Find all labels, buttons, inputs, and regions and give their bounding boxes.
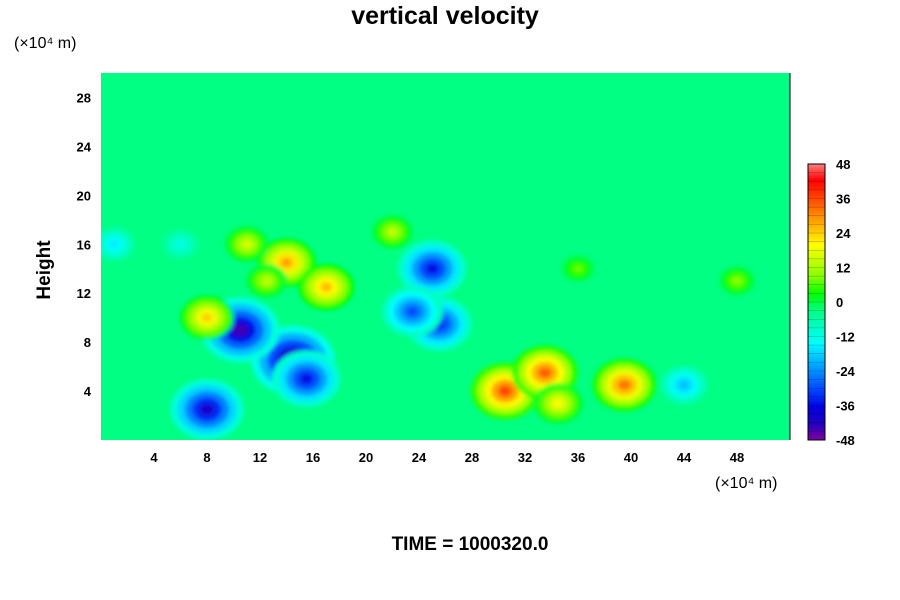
y-tick-label: 24 — [77, 139, 92, 154]
x-tick-label: 36 — [571, 450, 585, 465]
colorbar-tick-label: -48 — [836, 433, 855, 448]
x-tick-label: 44 — [677, 450, 692, 465]
x-tick-label: 40 — [624, 450, 638, 465]
velocity-cell — [262, 277, 271, 285]
x-tick-label: 4 — [150, 450, 158, 465]
colorbar: 48 36 24 12 0 -12 -24 -36 -48 — [807, 157, 856, 448]
velocity-cell — [299, 373, 314, 385]
velocity-cell — [201, 313, 213, 323]
colorbar-tick-label: 0 — [836, 295, 843, 310]
plot-area — [101, 73, 790, 440]
x-axis-ticks: 4 8 12 16 20 24 28 32 36 40 44 48 — [150, 450, 744, 465]
y-tick-label: 4 — [84, 384, 92, 399]
velocity-cell — [280, 257, 293, 268]
velocity-cell — [199, 403, 215, 416]
colorbar-level-lines — [808, 172, 825, 432]
velocity-cell — [618, 379, 631, 391]
colorbar-tick-label: 36 — [836, 192, 850, 207]
y-axis-ticks: 4 8 12 16 20 24 28 — [77, 90, 92, 399]
y-tick-label: 8 — [84, 335, 91, 350]
velocity-cell — [109, 240, 119, 248]
colorbar-tick-label: -24 — [836, 364, 856, 379]
velocity-cell — [320, 282, 332, 292]
x-unit-label: (×10⁴ m) — [715, 475, 777, 492]
colorbar-tick-label: 24 — [836, 226, 851, 241]
y-tick-label: 16 — [77, 237, 91, 252]
y-axis-label: Height — [34, 240, 55, 300]
x-tick-label: 48 — [730, 450, 744, 465]
chart-title: vertical velocity — [351, 2, 539, 30]
colorbar-ticks: 48 36 24 12 0 -12 -24 -36 -48 — [836, 157, 856, 448]
velocity-cell — [388, 228, 397, 236]
x-tick-label: 28 — [465, 450, 479, 465]
time-annotation: TIME = 1000320.0 — [392, 534, 549, 555]
velocity-cell — [406, 306, 419, 317]
velocity-cell — [425, 263, 440, 275]
velocity-cell — [679, 380, 689, 389]
velocity-cell — [538, 367, 552, 379]
x-tick-label: 8 — [203, 450, 210, 465]
colorbar-scale — [807, 163, 826, 441]
colorbar-tick-label: -12 — [836, 330, 855, 345]
velocity-cell — [574, 265, 582, 272]
velocity-cell — [733, 278, 741, 284]
colorbar-tick-label: -36 — [836, 399, 855, 414]
velocity-field — [101, 215, 755, 440]
y-tick-label: 12 — [77, 286, 91, 301]
colorbar-tick-label: 12 — [836, 261, 850, 276]
colorbar-tick-label: 48 — [836, 157, 850, 172]
x-tick-label: 20 — [359, 450, 373, 465]
velocity-cell — [498, 385, 512, 397]
x-tick-label: 24 — [412, 450, 427, 465]
x-tick-label: 16 — [306, 450, 320, 465]
x-tick-label: 12 — [253, 450, 267, 465]
velocity-cell — [232, 323, 248, 337]
velocity-cell — [242, 240, 252, 248]
y-tick-label: 20 — [77, 188, 91, 203]
x-tick-label: 32 — [518, 450, 532, 465]
velocity-cell — [176, 241, 185, 248]
y-tick-label: 28 — [77, 90, 91, 105]
velocity-cell — [553, 399, 563, 408]
y-unit-label: (×10⁴ m) — [14, 35, 76, 52]
